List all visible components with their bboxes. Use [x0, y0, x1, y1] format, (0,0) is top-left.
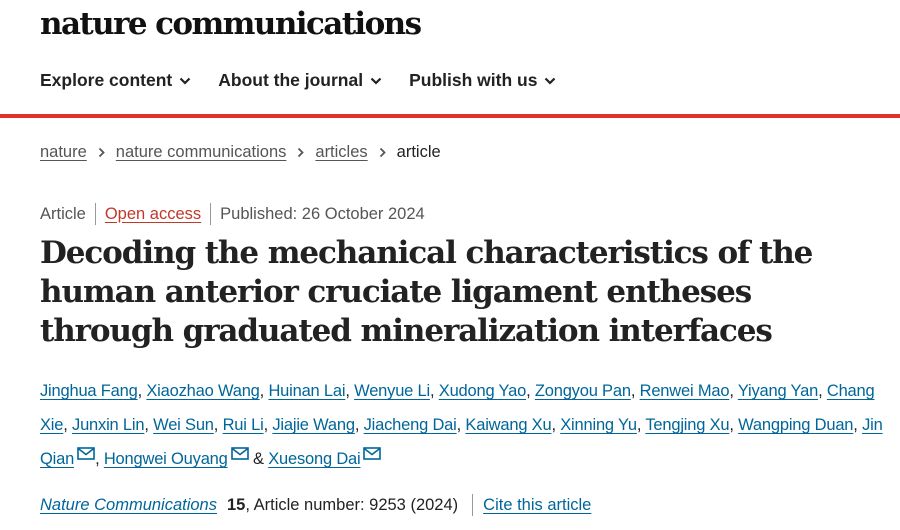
author-link[interactable]: Jiajie Wang: [272, 416, 355, 434]
header-divider: [0, 114, 900, 118]
author-link[interactable]: Renwei Mao: [639, 382, 730, 400]
author-link[interactable]: Rui Li: [222, 416, 264, 434]
meta-divider: [94, 203, 96, 225]
nav-explore-content[interactable]: Explore content: [40, 70, 191, 91]
author-link[interactable]: Huinan Lai: [268, 382, 346, 400]
citation-divider: [472, 494, 474, 516]
author-link[interactable]: Kaiwang Xu: [465, 416, 552, 434]
author-link[interactable]: Jinghua Fang: [40, 382, 138, 400]
nav-label: About the journal: [218, 70, 364, 90]
nav-label: Explore content: [40, 70, 173, 90]
author-link[interactable]: Jiacheng Dai: [363, 416, 457, 434]
author-link[interactable]: Hongwei Ouyang: [103, 450, 228, 468]
volume-number: 15: [227, 495, 246, 514]
breadcrumb-articles[interactable]: articles: [315, 143, 368, 161]
chevron-right-icon: [379, 147, 386, 158]
author-link[interactable]: Junxin Lin: [72, 416, 145, 434]
chevron-down-icon: [179, 77, 191, 85]
author-link[interactable]: Jin Qian: [40, 416, 883, 468]
breadcrumb-nature-communications[interactable]: nature communications: [115, 143, 287, 161]
main-nav: Explore content About the journal Publis…: [40, 70, 556, 91]
article-meta: Article Open access Published: 26 Octobe…: [40, 203, 425, 225]
author-link[interactable]: Chang Xie: [40, 382, 875, 434]
masthead: nature communications: [40, 2, 422, 46]
cite-this-article-link[interactable]: Cite this article: [483, 495, 592, 514]
breadcrumb-current: article: [396, 143, 441, 161]
breadcrumb: nature nature communications articles ar…: [40, 143, 441, 162]
mail-icon[interactable]: [77, 447, 95, 460]
author-link[interactable]: Tengjing Xu: [645, 416, 730, 434]
journal-link[interactable]: Nature Communications: [40, 495, 217, 514]
author-link[interactable]: Wei Sun: [153, 416, 214, 434]
article-number: , Article number: 9253 (2024): [245, 495, 459, 514]
chevron-right-icon: [297, 147, 305, 158]
site-logo[interactable]: nature communications: [40, 6, 422, 42]
published-date: Published: 26 October 2024: [220, 204, 425, 223]
author-link[interactable]: Xudong Yao: [438, 382, 527, 400]
author-list: Jinghua Fang, Xiaozhao Wang, Huinan Lai,…: [40, 382, 883, 468]
author-link[interactable]: Wenyue Li: [354, 382, 430, 400]
article-type: Article: [40, 204, 86, 223]
breadcrumb-nature[interactable]: nature: [40, 143, 87, 161]
author-link[interactable]: Xiaozhao Wang: [146, 382, 260, 400]
open-access-link[interactable]: Open access: [104, 204, 202, 223]
author-link[interactable]: Xinning Yu: [560, 416, 637, 434]
chevron-down-icon: [545, 77, 556, 85]
nav-label: Publish with us: [409, 70, 538, 90]
author-link[interactable]: Wangping Duan: [738, 416, 854, 434]
author-link[interactable]: Zongyou Pan: [534, 382, 631, 400]
author-link[interactable]: Yiyang Yan: [737, 382, 819, 400]
article-title: Decoding the mechanical characteristics …: [40, 235, 813, 349]
mail-icon[interactable]: [363, 447, 382, 460]
meta-divider: [210, 203, 212, 225]
mail-icon[interactable]: [230, 447, 249, 460]
chevron-right-icon: [98, 147, 105, 158]
nav-publish-with-us[interactable]: Publish with us: [409, 70, 556, 91]
author-link[interactable]: Xuesong Dai: [268, 450, 361, 468]
nav-about-the-journal[interactable]: About the journal: [218, 70, 382, 91]
citation-line: Nature Communications 15 , Article numbe…: [40, 494, 591, 516]
chevron-down-icon: [370, 77, 382, 85]
